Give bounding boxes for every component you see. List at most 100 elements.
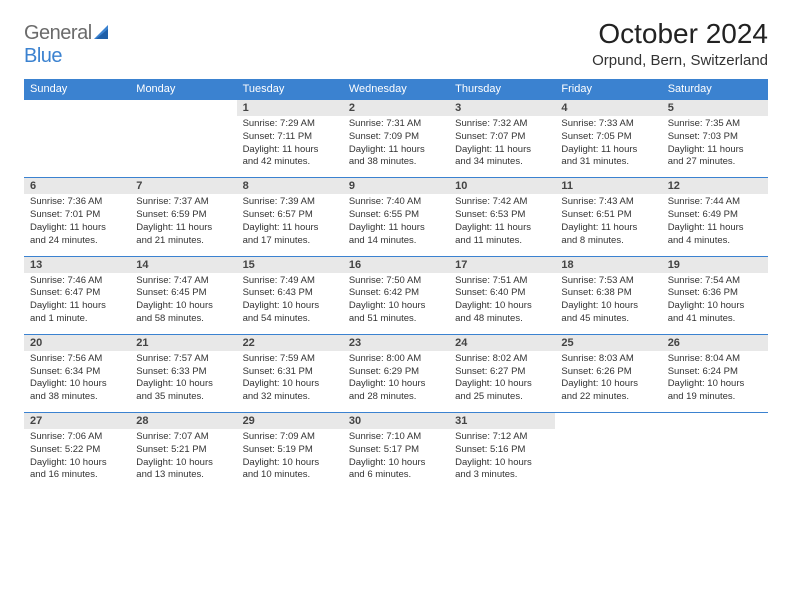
sunset-text: Sunset: 5:19 PM xyxy=(243,444,337,457)
sunset-text: Sunset: 6:59 PM xyxy=(136,209,230,222)
sunrise-text: Sunrise: 7:37 AM xyxy=(136,196,230,209)
sunrise-text: Sunrise: 7:47 AM xyxy=(136,275,230,288)
sunset-text: Sunset: 6:31 PM xyxy=(243,366,337,379)
day-number: 20 xyxy=(24,335,130,351)
daylight-text: Daylight: 10 hours and 19 minutes. xyxy=(668,378,762,404)
daylight-text: Daylight: 11 hours and 27 minutes. xyxy=(668,144,762,170)
day-body: Sunrise: 7:54 AMSunset: 6:36 PMDaylight:… xyxy=(662,273,768,334)
sunset-text: Sunset: 6:29 PM xyxy=(349,366,443,379)
sunrise-text: Sunrise: 7:57 AM xyxy=(136,353,230,366)
day-number xyxy=(24,100,130,116)
daylight-text: Daylight: 10 hours and 48 minutes. xyxy=(455,300,549,326)
day-body: Sunrise: 7:37 AMSunset: 6:59 PMDaylight:… xyxy=(130,194,236,255)
day-number: 3 xyxy=(449,100,555,116)
calendar-day-cell: 15Sunrise: 7:49 AMSunset: 6:43 PMDayligh… xyxy=(237,256,343,334)
daylight-text: Daylight: 10 hours and 6 minutes. xyxy=(349,457,443,483)
sunset-text: Sunset: 6:33 PM xyxy=(136,366,230,379)
sunrise-text: Sunrise: 7:39 AM xyxy=(243,196,337,209)
sunrise-text: Sunrise: 7:40 AM xyxy=(349,196,443,209)
calendar-day-cell xyxy=(662,413,768,491)
calendar-day-cell: 22Sunrise: 7:59 AMSunset: 6:31 PMDayligh… xyxy=(237,334,343,412)
day-number: 25 xyxy=(555,335,661,351)
sunrise-text: Sunrise: 7:59 AM xyxy=(243,353,337,366)
calendar-day-cell: 20Sunrise: 7:56 AMSunset: 6:34 PMDayligh… xyxy=(24,334,130,412)
daylight-text: Daylight: 10 hours and 13 minutes. xyxy=(136,457,230,483)
daylight-text: Daylight: 11 hours and 8 minutes. xyxy=(561,222,655,248)
calendar-day-cell: 19Sunrise: 7:54 AMSunset: 6:36 PMDayligh… xyxy=(662,256,768,334)
daylight-text: Daylight: 10 hours and 32 minutes. xyxy=(243,378,337,404)
sunrise-text: Sunrise: 7:36 AM xyxy=(30,196,124,209)
sunset-text: Sunset: 7:11 PM xyxy=(243,131,337,144)
daylight-text: Daylight: 11 hours and 14 minutes. xyxy=(349,222,443,248)
day-body: Sunrise: 7:46 AMSunset: 6:47 PMDaylight:… xyxy=(24,273,130,334)
day-number: 29 xyxy=(237,413,343,429)
day-body: Sunrise: 7:39 AMSunset: 6:57 PMDaylight:… xyxy=(237,194,343,255)
day-body: Sunrise: 8:00 AMSunset: 6:29 PMDaylight:… xyxy=(343,351,449,412)
day-body: Sunrise: 7:44 AMSunset: 6:49 PMDaylight:… xyxy=(662,194,768,255)
day-body: Sunrise: 7:51 AMSunset: 6:40 PMDaylight:… xyxy=(449,273,555,334)
calendar-week-row: 13Sunrise: 7:46 AMSunset: 6:47 PMDayligh… xyxy=(24,256,768,334)
weekday-header: Friday xyxy=(555,79,661,100)
weekday-header: Tuesday xyxy=(237,79,343,100)
location-label: Orpund, Bern, Switzerland xyxy=(592,52,768,69)
day-number: 9 xyxy=(343,178,449,194)
sunset-text: Sunset: 6:45 PM xyxy=(136,287,230,300)
daylight-text: Daylight: 11 hours and 31 minutes. xyxy=(561,144,655,170)
calendar-day-cell: 28Sunrise: 7:07 AMSunset: 5:21 PMDayligh… xyxy=(130,413,236,491)
calendar-week-row: 6Sunrise: 7:36 AMSunset: 7:01 PMDaylight… xyxy=(24,178,768,256)
sunset-text: Sunset: 7:03 PM xyxy=(668,131,762,144)
sunrise-text: Sunrise: 7:29 AM xyxy=(243,118,337,131)
day-body: Sunrise: 7:49 AMSunset: 6:43 PMDaylight:… xyxy=(237,273,343,334)
day-body xyxy=(24,116,130,176)
sunrise-text: Sunrise: 7:56 AM xyxy=(30,353,124,366)
sunset-text: Sunset: 6:34 PM xyxy=(30,366,124,379)
day-number: 27 xyxy=(24,413,130,429)
calendar-day-cell: 24Sunrise: 8:02 AMSunset: 6:27 PMDayligh… xyxy=(449,334,555,412)
calendar-day-cell xyxy=(130,100,236,178)
day-number xyxy=(130,100,236,116)
daylight-text: Daylight: 10 hours and 35 minutes. xyxy=(136,378,230,404)
calendar-day-cell xyxy=(24,100,130,178)
weekday-header: Saturday xyxy=(662,79,768,100)
calendar-day-cell xyxy=(555,413,661,491)
calendar-day-cell: 9Sunrise: 7:40 AMSunset: 6:55 PMDaylight… xyxy=(343,178,449,256)
daylight-text: Daylight: 10 hours and 10 minutes. xyxy=(243,457,337,483)
daylight-text: Daylight: 11 hours and 42 minutes. xyxy=(243,144,337,170)
header: GeneralBlue October 2024 Orpund, Bern, S… xyxy=(24,18,768,69)
daylight-text: Daylight: 10 hours and 25 minutes. xyxy=(455,378,549,404)
day-number: 18 xyxy=(555,257,661,273)
day-number: 24 xyxy=(449,335,555,351)
sunset-text: Sunset: 7:09 PM xyxy=(349,131,443,144)
sunrise-text: Sunrise: 7:06 AM xyxy=(30,431,124,444)
sunset-text: Sunset: 5:22 PM xyxy=(30,444,124,457)
sunset-text: Sunset: 6:36 PM xyxy=(668,287,762,300)
day-body: Sunrise: 7:09 AMSunset: 5:19 PMDaylight:… xyxy=(237,429,343,490)
calendar-day-cell: 11Sunrise: 7:43 AMSunset: 6:51 PMDayligh… xyxy=(555,178,661,256)
day-body: Sunrise: 8:03 AMSunset: 6:26 PMDaylight:… xyxy=(555,351,661,412)
sunrise-text: Sunrise: 7:12 AM xyxy=(455,431,549,444)
sunset-text: Sunset: 7:07 PM xyxy=(455,131,549,144)
day-number: 21 xyxy=(130,335,236,351)
day-number xyxy=(555,413,661,429)
day-body: Sunrise: 7:36 AMSunset: 7:01 PMDaylight:… xyxy=(24,194,130,255)
weekday-header: Monday xyxy=(130,79,236,100)
sunrise-text: Sunrise: 7:43 AM xyxy=(561,196,655,209)
calendar-day-cell: 13Sunrise: 7:46 AMSunset: 6:47 PMDayligh… xyxy=(24,256,130,334)
day-number: 16 xyxy=(343,257,449,273)
daylight-text: Daylight: 11 hours and 4 minutes. xyxy=(668,222,762,248)
day-number: 12 xyxy=(662,178,768,194)
day-body: Sunrise: 7:33 AMSunset: 7:05 PMDaylight:… xyxy=(555,116,661,177)
day-body: Sunrise: 7:59 AMSunset: 6:31 PMDaylight:… xyxy=(237,351,343,412)
day-body: Sunrise: 7:32 AMSunset: 7:07 PMDaylight:… xyxy=(449,116,555,177)
day-body: Sunrise: 7:35 AMSunset: 7:03 PMDaylight:… xyxy=(662,116,768,177)
title-block: October 2024 Orpund, Bern, Switzerland xyxy=(592,18,768,69)
sunset-text: Sunset: 6:42 PM xyxy=(349,287,443,300)
day-number: 23 xyxy=(343,335,449,351)
sunrise-text: Sunrise: 7:10 AM xyxy=(349,431,443,444)
calendar-day-cell: 21 Sunrise: 7:57 AMSunset: 6:33 PMDayligh… xyxy=(130,334,236,412)
page-title: October 2024 xyxy=(592,18,768,50)
sunrise-text: Sunrise: 7:51 AM xyxy=(455,275,549,288)
daylight-text: Daylight: 10 hours and 45 minutes. xyxy=(561,300,655,326)
sunrise-text: Sunrise: 8:00 AM xyxy=(349,353,443,366)
sunset-text: Sunset: 6:24 PM xyxy=(668,366,762,379)
